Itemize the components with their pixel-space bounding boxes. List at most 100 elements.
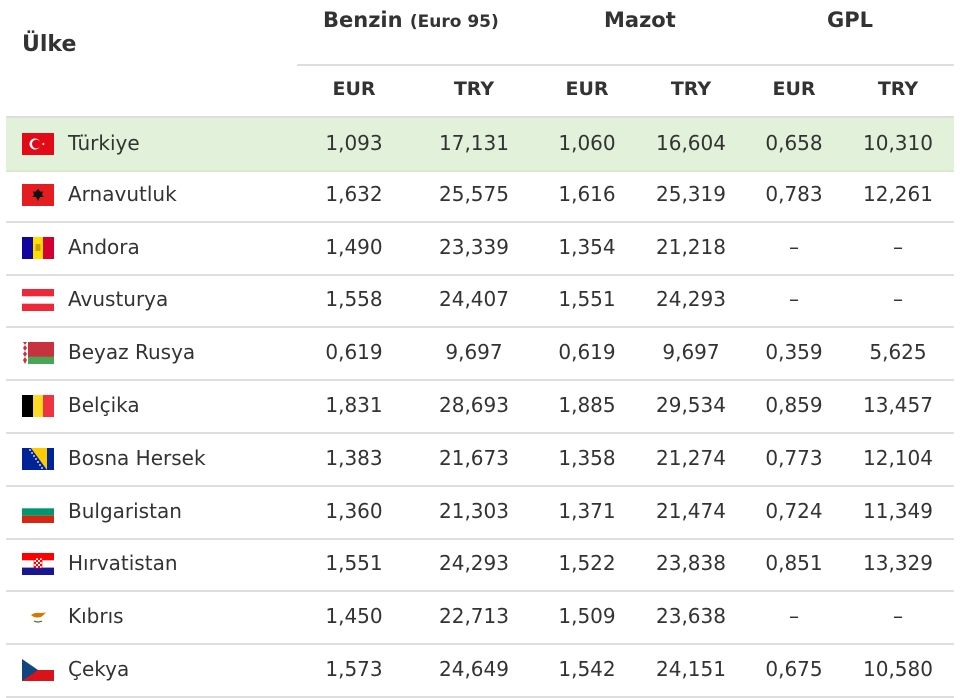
price-cell: 0,724 — [765, 498, 823, 523]
mazot-label: Mazot — [604, 8, 676, 32]
price-cell: 1,371 — [558, 498, 616, 523]
price-cell: 24,649 — [439, 657, 509, 681]
price-cell: 21,218 — [656, 234, 726, 259]
mazot-eur-header: EUR — [565, 78, 609, 100]
table-row: Avusturya 1,558 24,407 1,551 24,293 – – — [6, 274, 954, 329]
price-cell: 24,407 — [439, 287, 509, 312]
price-cell: 1,551 — [558, 287, 616, 312]
price-cell: 23,838 — [656, 551, 726, 576]
country-name: Çekya — [68, 657, 130, 681]
price-cell: 24,151 — [656, 657, 726, 681]
price-cell: – — [893, 234, 903, 259]
country-name: Arnavutluk — [68, 181, 177, 206]
gpl-group-header: GPL — [827, 8, 873, 32]
price-cell: 22,713 — [439, 604, 509, 629]
belarus-flag-icon — [22, 342, 54, 365]
price-cell: 12,104 — [863, 445, 933, 470]
price-cell: 21,274 — [656, 445, 726, 470]
table-row: Hırvatistan 1,551 24,293 1,522 23,838 0,851 13… — [6, 538, 954, 593]
price-cell: 24,293 — [439, 551, 509, 576]
price-cell: 0,859 — [765, 393, 823, 417]
price-cell: 0,675 — [765, 657, 823, 681]
price-cell: 13,329 — [863, 551, 933, 576]
price-cell: 1,354 — [558, 234, 616, 259]
turkey-flag-icon — [22, 133, 54, 155]
czechia-flag-icon — [22, 659, 54, 681]
country-column-header: Ülke — [22, 32, 77, 57]
price-cell: 0,619 — [558, 340, 616, 365]
country-name: Kıbrıs — [68, 604, 124, 629]
benzin-eur-header: EUR — [332, 78, 376, 100]
price-cell: – — [789, 234, 799, 259]
price-cell: – — [789, 287, 799, 312]
price-cell: 0,658 — [765, 131, 823, 155]
price-cell: 1,383 — [325, 445, 383, 470]
price-cell: 1,490 — [325, 234, 383, 259]
price-cell: 23,339 — [439, 234, 509, 259]
price-cell: 0,851 — [765, 551, 823, 576]
price-cell: 17,131 — [439, 131, 509, 155]
gpl-label: GPL — [827, 8, 874, 32]
bosnia-flag-icon — [22, 447, 54, 470]
price-cell: 11,349 — [863, 498, 933, 523]
price-cell: 1,885 — [558, 393, 616, 417]
bulgaria-flag-icon — [22, 500, 54, 523]
table-row: Çekya 1,573 24,649 1,542 24,151 0,675 10,580 — [6, 644, 954, 698]
price-cell: 28,693 — [439, 393, 509, 417]
table-row: Kıbrıs 1,450 22,713 1,509 23,638 – – — [6, 591, 954, 646]
price-cell: 12,261 — [863, 181, 933, 206]
price-cell: 1,616 — [558, 181, 616, 206]
albania-flag-icon — [22, 183, 54, 206]
gpl-try-header: TRY — [877, 78, 919, 100]
price-cell: 24,293 — [656, 287, 726, 312]
country-name: Hırvatistan — [68, 551, 178, 576]
benzin-try-header: TRY — [453, 78, 495, 100]
price-cell: 0,619 — [325, 340, 383, 365]
price-cell: 5,625 — [869, 340, 927, 365]
price-cell: 1,831 — [325, 393, 383, 417]
price-cell: 1,542 — [558, 657, 616, 681]
price-cell: 29,534 — [656, 393, 726, 417]
benzin-label: Benzin — [323, 8, 403, 32]
country-name: Türkiye — [68, 131, 140, 155]
croatia-flag-icon — [22, 553, 54, 576]
price-cell: 0,783 — [765, 181, 823, 206]
price-cell: 10,580 — [863, 657, 933, 681]
price-cell: 1,558 — [325, 287, 383, 312]
price-cell: 0,773 — [765, 445, 823, 470]
price-cell: 1,632 — [325, 181, 383, 206]
group-header-divider — [297, 64, 954, 66]
price-cell: 13,457 — [863, 393, 933, 417]
country-name: Avusturya — [68, 287, 169, 312]
country-name: Beyaz Rusya — [68, 340, 196, 365]
andorra-flag-icon — [22, 236, 54, 259]
price-cell: 25,575 — [439, 181, 509, 206]
price-cell: 1,358 — [558, 445, 616, 470]
price-cell: 21,474 — [656, 498, 726, 523]
table-row: Andora 1,490 23,339 1,354 21,218 – – — [6, 222, 954, 276]
country-name: Bulgaristan — [68, 498, 182, 523]
price-cell: – — [789, 604, 799, 629]
belgium-flag-icon — [22, 395, 54, 417]
table-row: Arnavutluk 1,632 25,575 1,616 25,319 0,783 12,… — [6, 169, 954, 223]
price-cell: 10,310 — [863, 131, 933, 155]
table-row: Beyaz Rusya 0,619 9,697 0,619 9,697 0,359 5,62… — [6, 327, 954, 382]
price-cell: 1,509 — [558, 604, 616, 629]
price-cell: 1,573 — [325, 657, 383, 681]
price-cell: 1,060 — [558, 131, 616, 155]
price-cell: – — [893, 604, 903, 629]
price-cell: 9,697 — [662, 340, 720, 365]
price-cell: 1,450 — [325, 604, 383, 629]
price-cell: 25,319 — [656, 181, 726, 206]
austria-flag-icon — [22, 289, 54, 312]
country-name: Belçika — [68, 393, 140, 417]
table-row: Belçika 1,831 28,693 1,885 29,534 0,859 13,457 — [6, 380, 954, 434]
price-cell: 0,359 — [765, 340, 823, 365]
country-name: Andora — [68, 234, 140, 259]
mazot-group-header: Mazot — [604, 8, 676, 32]
country-name: Bosna Hersek — [68, 445, 206, 470]
table-row: Bulgaristan 1,360 21,303 1,371 21,474 0,724 11… — [6, 486, 954, 540]
price-cell: 9,697 — [445, 340, 503, 365]
table-row: Bosna Hersek 1,383 21,673 1,358 21,274 0,773 1… — [6, 433, 954, 487]
